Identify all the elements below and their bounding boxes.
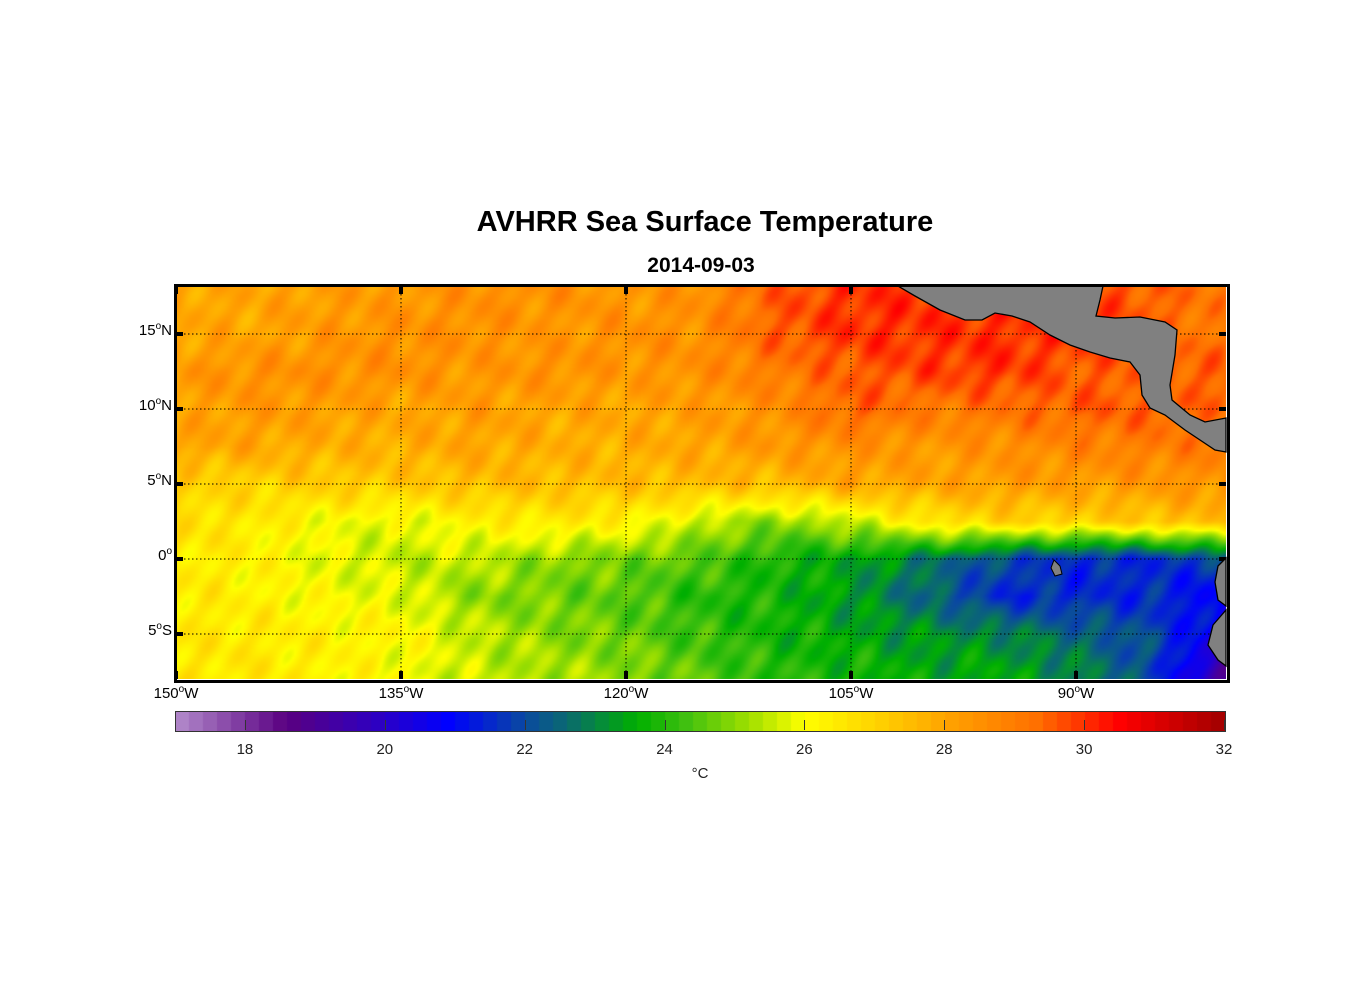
colorbar-tick-label: 28 <box>935 741 953 758</box>
x-tick-value: 90 <box>1057 685 1075 702</box>
y-tick-label: 15oN <box>112 321 172 339</box>
degree-sign: o <box>155 396 162 407</box>
y-tick-hemisphere: N <box>161 322 172 339</box>
colorbar-tick-label: 18 <box>236 741 254 758</box>
degree-sign: o <box>628 684 635 695</box>
chart-subtitle: 2014-09-03 <box>647 254 755 277</box>
colorbar-tick-mark <box>804 720 806 730</box>
y-tick-value: 5 <box>148 622 157 639</box>
y-tick-value: 15 <box>138 322 156 339</box>
colorbar-tick-label: 26 <box>796 741 813 758</box>
land-central-america <box>895 285 1227 453</box>
colorbar-tick-mark <box>944 720 946 730</box>
degree-sign: o <box>178 684 185 695</box>
x-tick-hemisphere: W <box>184 685 199 702</box>
land-south-america-north <box>1214 556 1227 608</box>
x-tick-value: 150 <box>153 685 179 702</box>
colorbar-tick-label: 20 <box>376 741 394 758</box>
graticule <box>174 286 1226 679</box>
colorbar-units: °C <box>691 765 709 782</box>
degree-sign: o <box>1074 684 1081 695</box>
y-tick-label: 10oN <box>112 396 172 414</box>
colorbar-tick-mark <box>384 720 386 730</box>
x-tick-value: 120 <box>603 685 629 702</box>
colorbar-tick-mark <box>1084 720 1086 730</box>
degree-sign: o <box>156 621 162 632</box>
x-tick-label: 105oW <box>811 684 891 702</box>
x-tick-value: 105 <box>828 685 854 702</box>
colorbar <box>175 711 1226 732</box>
x-tick-hemisphere: W <box>409 685 424 702</box>
colorbar-tick-mark <box>524 720 526 730</box>
x-tick-label: 90oW <box>1036 684 1116 702</box>
x-tick-label: 150oW <box>136 684 216 702</box>
x-tick-label: 135oW <box>361 684 441 702</box>
y-tick-label: 5oS <box>112 621 172 639</box>
degree-sign: o <box>166 546 172 557</box>
y-tick-value: 5 <box>147 472 156 489</box>
y-tick-hemisphere: N <box>161 397 172 414</box>
x-tick-hemisphere: W <box>1080 685 1095 702</box>
sst-heatmap <box>176 286 1226 679</box>
sst-map <box>174 285 1227 679</box>
x-tick-value: 135 <box>378 685 404 702</box>
chart-title: AVHRR Sea Surface Temperature <box>476 206 934 238</box>
colorbar-tick-label: 24 <box>656 741 673 758</box>
x-tick-label: 120oW <box>586 684 666 702</box>
map-overlay <box>174 285 1227 679</box>
degree-sign: o <box>403 684 410 695</box>
colorbar-tick-mark <box>244 720 246 730</box>
degree-sign: o <box>155 321 162 332</box>
degree-sign: o <box>853 684 860 695</box>
x-tick-hemisphere: W <box>859 685 874 702</box>
colorbar-tick-label: 30 <box>1075 741 1093 758</box>
land-south-america-south <box>1207 608 1227 668</box>
y-tick-label: 5oN <box>112 471 172 489</box>
y-tick-value: 10 <box>138 397 156 414</box>
colorbar-tick-mark <box>1224 720 1225 730</box>
land-galapagos <box>1050 559 1063 577</box>
y-tick-label: 0o <box>112 546 172 564</box>
y-tick-value: 0 <box>158 547 167 564</box>
colorbar-tick-label: 22 <box>516 741 533 758</box>
x-tick-hemisphere: W <box>634 685 649 702</box>
degree-sign: o <box>155 471 162 482</box>
colorbar-tick-mark <box>664 720 666 730</box>
colorbar-tick-label: 32 <box>1215 741 1233 758</box>
y-tick-hemisphere: S <box>161 622 172 639</box>
y-tick-hemisphere: N <box>161 472 172 489</box>
